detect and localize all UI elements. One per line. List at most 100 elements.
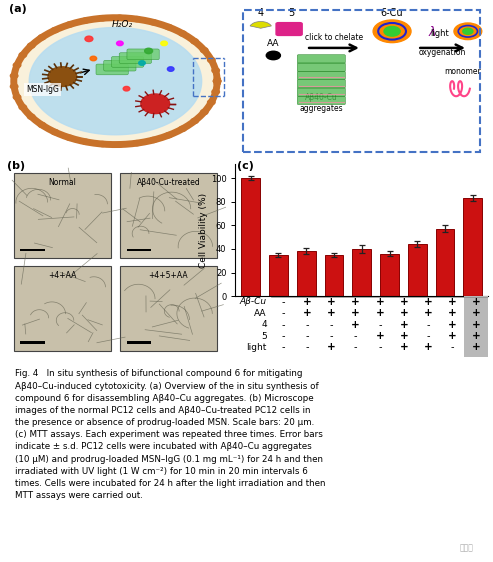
Y-axis label: Cell Viability (%): Cell Viability (%)	[199, 193, 208, 268]
Circle shape	[116, 41, 123, 46]
Circle shape	[191, 119, 198, 124]
Text: +: +	[376, 297, 384, 307]
Circle shape	[116, 142, 124, 147]
Text: +: +	[472, 297, 480, 307]
Polygon shape	[29, 28, 202, 135]
Circle shape	[208, 57, 215, 62]
Text: λ: λ	[429, 26, 436, 39]
Text: +: +	[376, 309, 384, 318]
Text: -: -	[450, 342, 454, 352]
Text: MSN-IgG: MSN-IgG	[26, 85, 59, 94]
FancyBboxPatch shape	[111, 57, 144, 67]
Circle shape	[212, 68, 219, 73]
Circle shape	[201, 48, 208, 53]
Bar	[20, 341, 45, 344]
Text: +: +	[472, 342, 480, 352]
Bar	[463, 198, 482, 296]
Circle shape	[38, 123, 46, 128]
Circle shape	[139, 61, 145, 65]
FancyBboxPatch shape	[104, 60, 136, 71]
Text: (a): (a)	[9, 4, 27, 13]
Text: +: +	[327, 297, 336, 307]
Circle shape	[165, 25, 173, 30]
Text: 4: 4	[258, 8, 264, 18]
Bar	[464, 296, 488, 356]
Text: -: -	[354, 331, 357, 341]
Circle shape	[191, 39, 198, 44]
Text: +: +	[472, 309, 480, 318]
Text: -: -	[282, 309, 285, 318]
Circle shape	[213, 79, 221, 84]
Text: monomer: monomer	[444, 66, 481, 75]
Text: -: -	[306, 331, 310, 341]
Bar	[14, 266, 111, 351]
FancyBboxPatch shape	[276, 22, 303, 36]
Text: +: +	[376, 331, 384, 341]
Text: +: +	[448, 297, 457, 307]
Text: 4: 4	[261, 320, 267, 329]
Bar	[241, 178, 260, 296]
Text: 5: 5	[288, 8, 294, 18]
Circle shape	[13, 62, 21, 68]
Circle shape	[149, 20, 157, 25]
Text: +: +	[423, 297, 432, 307]
Text: (b): (b)	[7, 161, 25, 171]
Text: light: light	[431, 29, 450, 38]
Text: +: +	[472, 320, 480, 330]
Text: Aβ-Cu: Aβ-Cu	[240, 297, 267, 306]
Text: AA: AA	[254, 309, 267, 318]
Circle shape	[201, 110, 208, 115]
Circle shape	[28, 43, 35, 48]
Text: Fig. 4   In situ synthesis of bifunctional compound 6 for mitigating
Aβ40–Cu-ind: Fig. 4 In situ synthesis of bifunctional…	[15, 369, 325, 500]
Circle shape	[373, 20, 411, 43]
Circle shape	[165, 133, 173, 138]
Circle shape	[168, 67, 174, 71]
Circle shape	[85, 36, 93, 42]
Text: +: +	[448, 320, 457, 330]
Text: (c): (c)	[237, 161, 254, 170]
Text: +4+AA: +4+AA	[48, 271, 76, 280]
Text: +: +	[399, 297, 408, 307]
Text: -: -	[282, 297, 285, 307]
Circle shape	[28, 114, 35, 119]
Bar	[269, 255, 288, 296]
Circle shape	[208, 99, 215, 105]
Text: click to chelate: click to chelate	[305, 33, 363, 42]
Circle shape	[66, 135, 73, 140]
Circle shape	[66, 22, 73, 27]
FancyBboxPatch shape	[297, 80, 345, 88]
Text: +: +	[423, 309, 432, 318]
FancyBboxPatch shape	[297, 88, 345, 96]
Polygon shape	[14, 18, 217, 144]
Text: Normal: Normal	[48, 178, 76, 187]
Text: AA: AA	[267, 39, 280, 48]
Text: -: -	[282, 331, 285, 341]
Circle shape	[19, 52, 27, 57]
Text: Aβ40-Cu-treated: Aβ40-Cu-treated	[137, 178, 200, 187]
Circle shape	[149, 138, 157, 143]
Circle shape	[454, 23, 482, 39]
Text: +: +	[399, 342, 408, 352]
Bar	[380, 253, 399, 296]
Bar	[20, 249, 45, 252]
Circle shape	[133, 140, 141, 146]
Text: +4+5+AA: +4+5+AA	[149, 271, 188, 280]
Circle shape	[144, 48, 153, 53]
Circle shape	[266, 51, 281, 60]
Text: +: +	[352, 309, 360, 318]
Circle shape	[82, 18, 89, 23]
Text: oxygenation: oxygenation	[419, 48, 466, 57]
Text: -: -	[282, 342, 285, 352]
Wedge shape	[250, 21, 271, 28]
FancyBboxPatch shape	[297, 96, 345, 105]
Text: -: -	[282, 320, 285, 330]
Circle shape	[384, 26, 400, 36]
Circle shape	[116, 15, 124, 20]
Circle shape	[133, 16, 141, 22]
Bar	[436, 229, 455, 296]
Text: +: +	[448, 309, 457, 318]
Text: -: -	[378, 342, 382, 352]
Text: +: +	[327, 309, 336, 318]
Text: +: +	[399, 320, 408, 330]
Text: 6-Cu: 6-Cu	[381, 8, 403, 18]
